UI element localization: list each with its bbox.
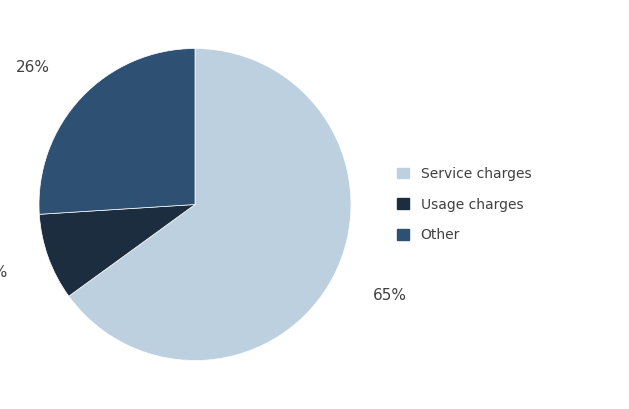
- Wedge shape: [39, 204, 195, 296]
- Text: 65%: 65%: [373, 288, 407, 303]
- Text: 9%: 9%: [0, 265, 7, 280]
- Wedge shape: [69, 49, 351, 360]
- Wedge shape: [39, 49, 195, 214]
- Text: 26%: 26%: [16, 60, 50, 75]
- Legend: Service charges, Usage charges, Other: Service charges, Usage charges, Other: [397, 167, 531, 242]
